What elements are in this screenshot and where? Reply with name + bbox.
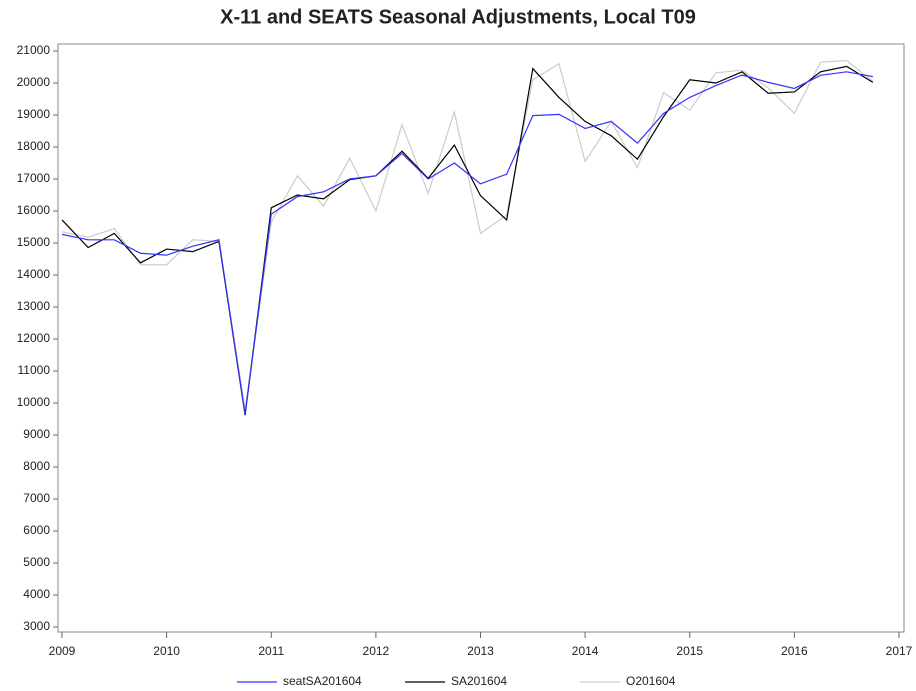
legend-label: seatSA201604 (283, 674, 362, 688)
y-tick-label: 14000 (17, 267, 51, 281)
y-tick-label: 15000 (17, 235, 51, 249)
x-tick-label: 2011 (258, 644, 284, 658)
y-tick-label: 4000 (23, 587, 50, 601)
y-tick-label: 6000 (23, 523, 50, 537)
y-tick-label: 9000 (23, 427, 50, 441)
y-tick-label: 13000 (17, 299, 51, 313)
y-tick-label: 11000 (18, 363, 51, 377)
y-tick-label: 20000 (17, 75, 51, 89)
chart-title: X-11 and SEATS Seasonal Adjustments, Loc… (220, 6, 696, 28)
plot-frame (57, 43, 905, 633)
x-tick-label: 2010 (153, 644, 180, 658)
y-tick-label: 16000 (17, 203, 51, 217)
y-tick-label: 12000 (17, 331, 51, 345)
x-tick-label: 2014 (572, 644, 599, 658)
y-tick-label: 19000 (17, 107, 51, 121)
series-line (61, 71, 873, 415)
x-tick-label: 2017 (886, 644, 913, 658)
legend-label: O201604 (626, 674, 676, 688)
y-tick-label: 21000 (17, 43, 51, 57)
y-tick-label: 7000 (23, 491, 50, 505)
series-line (61, 59, 874, 410)
legend-label: SA201604 (451, 674, 507, 688)
x-tick-label: 2015 (676, 644, 703, 658)
x-tick-label: 2016 (781, 644, 808, 658)
y-tick-label: 18000 (17, 139, 51, 153)
x-tick-label: 2012 (363, 644, 390, 658)
y-tick-label: 3000 (23, 619, 50, 633)
y-tick-label: 17000 (17, 171, 51, 185)
x-tick-label: 2013 (467, 644, 494, 658)
y-tick-label: 10000 (17, 395, 51, 409)
series-line (61, 65, 874, 416)
x-tick-label: 2009 (49, 644, 76, 658)
y-tick-label: 8000 (23, 459, 50, 473)
y-tick-label: 5000 (23, 555, 50, 569)
